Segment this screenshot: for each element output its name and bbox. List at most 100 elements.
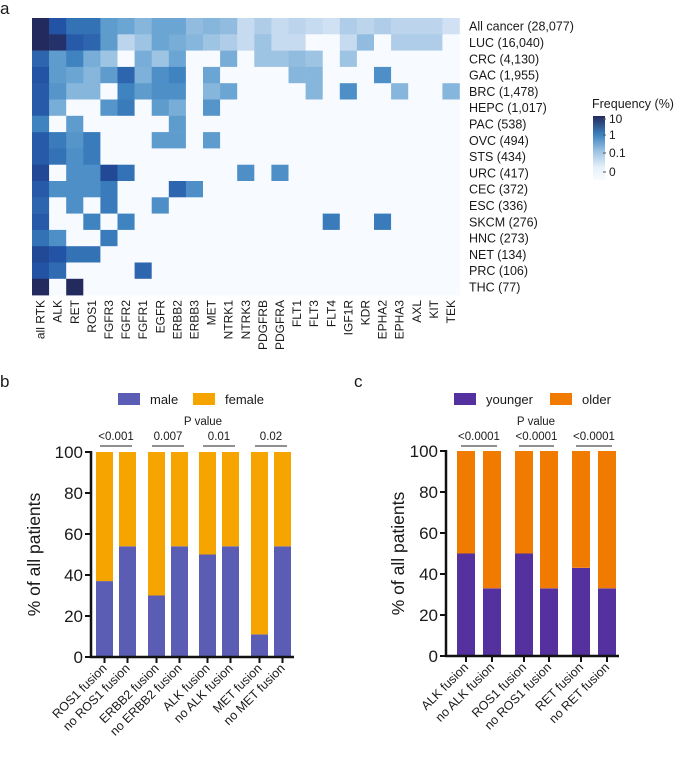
heatmap-cell bbox=[203, 34, 221, 51]
heatmap-cell bbox=[66, 50, 84, 68]
heatmap-cell bbox=[49, 34, 67, 51]
heatmap-cell bbox=[408, 132, 426, 149]
bar-segment-older bbox=[515, 451, 533, 554]
heatmap-cell bbox=[203, 181, 221, 198]
heatmap-cell bbox=[134, 66, 152, 84]
heatmap-cell bbox=[203, 197, 221, 214]
heatmap-cell bbox=[322, 278, 341, 296]
heatmap-cell bbox=[203, 213, 221, 231]
heatmap-cell bbox=[391, 262, 409, 280]
legend-tick-label: 0.1 bbox=[609, 146, 626, 160]
heatmap-cell bbox=[254, 132, 272, 149]
heatmap-cell bbox=[442, 83, 460, 100]
heatmap-cell bbox=[339, 115, 358, 133]
heatmap-cell bbox=[391, 278, 409, 296]
heatmap-cell bbox=[425, 229, 443, 247]
heatmap-cell bbox=[220, 246, 238, 263]
heatmap-cell bbox=[151, 197, 170, 214]
heatmap-cell bbox=[254, 66, 272, 84]
heatmap-cell bbox=[168, 246, 187, 263]
bar-segment-female bbox=[119, 452, 136, 547]
heatmap-cell bbox=[134, 181, 152, 198]
heatmap-cell bbox=[442, 181, 460, 198]
heatmap-cell bbox=[374, 18, 392, 35]
heatmap-cell bbox=[271, 99, 289, 117]
heatmap-cell bbox=[66, 278, 84, 296]
legend-label-older: older bbox=[582, 392, 612, 407]
heatmap-cell bbox=[134, 246, 152, 263]
heatmap-cell bbox=[374, 50, 392, 68]
heatmap-cell bbox=[305, 83, 323, 100]
bar-segment-female bbox=[251, 452, 268, 635]
heatmap-cell bbox=[117, 132, 135, 149]
heatmap-cell bbox=[66, 34, 84, 51]
heatmap-cell bbox=[100, 278, 118, 296]
heatmap-cell bbox=[220, 262, 238, 280]
heatmap-cell bbox=[288, 213, 306, 231]
heatmap-cell bbox=[254, 115, 272, 133]
heatmap-cell bbox=[49, 213, 67, 231]
heatmap-cell bbox=[185, 99, 204, 117]
heatmap-cell bbox=[117, 197, 135, 214]
panel-label-b: b bbox=[0, 372, 9, 391]
heatmap-cell bbox=[83, 115, 101, 133]
heatmap-cell bbox=[322, 213, 341, 231]
bar-segment-male bbox=[148, 595, 165, 657]
pvalue-label: <0.0001 bbox=[516, 431, 558, 443]
heatmap-cell bbox=[117, 181, 135, 198]
heatmap-row-label: THC (77) bbox=[469, 280, 520, 294]
heatmap-column-label: ALK bbox=[51, 300, 65, 323]
heatmap-cell bbox=[32, 197, 50, 214]
heatmap-cell bbox=[203, 83, 221, 100]
heatmap-cell bbox=[83, 164, 101, 182]
heatmap-cell bbox=[134, 148, 152, 165]
legend-tick-label: 0 bbox=[609, 165, 616, 179]
legend-label-younger: younger bbox=[486, 392, 534, 407]
heatmap-cell bbox=[356, 213, 375, 231]
heatmap-cell bbox=[374, 148, 392, 165]
y-tick-label: 0 bbox=[74, 648, 83, 667]
heatmap-cell bbox=[271, 50, 289, 68]
heatmap-cell bbox=[134, 197, 152, 214]
pvalue-title: P value bbox=[184, 416, 222, 428]
heatmap-cell bbox=[442, 148, 460, 165]
heatmap-cell bbox=[356, 83, 375, 100]
heatmap-cell bbox=[151, 278, 170, 296]
y-axis-title: % of all patients bbox=[388, 491, 408, 615]
heatmap-cell bbox=[356, 132, 375, 149]
heatmap-column-label: KDR bbox=[358, 300, 372, 326]
heatmap-cell bbox=[151, 34, 170, 51]
panel-label-c: c bbox=[354, 372, 363, 391]
heatmap-cell bbox=[425, 181, 443, 198]
heatmap-cell bbox=[271, 132, 289, 149]
heatmap-column-label: FGFR1 bbox=[136, 300, 150, 340]
heatmap-cell bbox=[185, 34, 204, 51]
heatmap-cell bbox=[168, 262, 187, 280]
heatmap-cell bbox=[408, 18, 426, 35]
heatmap-column-label: MET bbox=[205, 299, 219, 325]
heatmap-cell bbox=[66, 262, 84, 280]
heatmap-cell bbox=[408, 262, 426, 280]
bar-segment-male bbox=[96, 581, 113, 657]
heatmap-cell bbox=[134, 213, 152, 231]
heatmap-cell bbox=[117, 164, 135, 182]
heatmap-row-label: STS (434) bbox=[469, 150, 526, 164]
heatmap-cell bbox=[185, 197, 204, 214]
heatmap-cell bbox=[305, 18, 323, 35]
heatmap-cell bbox=[408, 34, 426, 51]
heatmap-column-label: PDGFRA bbox=[273, 300, 287, 350]
heatmap-cell bbox=[168, 148, 187, 165]
heatmap-cell bbox=[374, 262, 392, 280]
heatmap-cell bbox=[49, 246, 67, 263]
heatmap-cell bbox=[220, 18, 238, 35]
heatmap-cell bbox=[83, 18, 101, 35]
heatmap-cell bbox=[374, 99, 392, 117]
heatmap-cell bbox=[100, 262, 118, 280]
legend-swatch-younger bbox=[454, 393, 476, 405]
heatmap-cell bbox=[408, 181, 426, 198]
bar-segment-female bbox=[199, 452, 216, 555]
heatmap-cell bbox=[151, 229, 170, 247]
heatmap-cell bbox=[288, 246, 306, 263]
heatmap-cell bbox=[185, 50, 204, 68]
